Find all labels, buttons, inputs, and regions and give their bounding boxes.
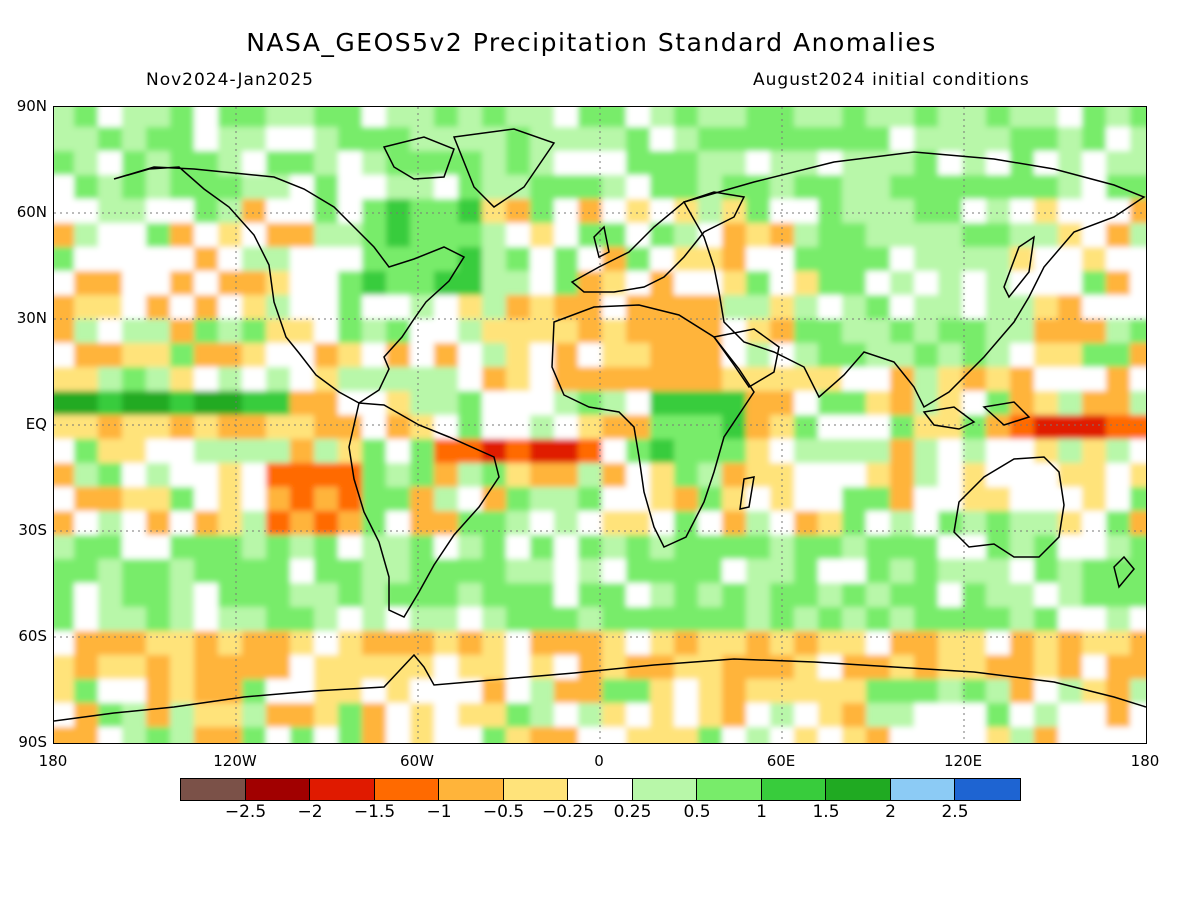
longitude-tick-label: 120W	[213, 752, 257, 770]
longitude-tick-label: 120E	[943, 752, 983, 770]
latitude-tick-label: 30S	[18, 521, 47, 539]
colorbar	[180, 778, 1021, 801]
colorbar-tick-label: −0.5	[482, 802, 525, 822]
colorbar-tick-label: −1.5	[353, 802, 396, 822]
colorbar-tick-label: −1	[426, 802, 452, 822]
colorbar-tick-label: 0.25	[613, 802, 652, 822]
map-canvas	[54, 107, 1146, 743]
latitude-tick-label: 60S	[18, 627, 47, 645]
colorbar-swatch	[181, 779, 246, 800]
anomaly-field	[54, 107, 1146, 743]
colorbar-swatch	[439, 779, 504, 800]
longitude-tick-label: 180	[1130, 752, 1160, 770]
colorbar-swatch	[503, 779, 568, 800]
colorbar-tick-label: −2	[297, 802, 323, 822]
initial-conditions: August2024 initial conditions	[753, 70, 1030, 90]
longitude-tick-label: 60W	[400, 752, 434, 770]
colorbar-tick-label: −0.25	[541, 802, 595, 822]
colorbar-swatch	[245, 779, 310, 800]
colorbar-swatch	[697, 779, 762, 800]
latitude-tick-label: 90S	[18, 733, 47, 751]
colorbar-swatch	[955, 779, 1020, 800]
latitude-tick-label: EQ	[25, 415, 47, 433]
colorbar-tick-label: 2.5	[941, 802, 969, 822]
coastlines	[54, 128, 1146, 722]
colorbar-swatch	[568, 779, 633, 800]
colorbar-swatch	[374, 779, 439, 800]
colorbar-tick-label: 1	[756, 802, 767, 822]
colorbar-tick-label: 1.5	[812, 802, 840, 822]
colorbar-tick-label: 2	[885, 802, 896, 822]
colorbar-swatch	[761, 779, 826, 800]
longitude-tick-label: 0	[594, 752, 604, 770]
latitude-tick-label: 30N	[16, 309, 47, 327]
forecast-period: Nov2024-Jan2025	[146, 70, 314, 90]
colorbar-tick-label: −2.5	[224, 802, 267, 822]
colorbar-swatch	[890, 779, 955, 800]
chart-title: NASA_GEOS5v2 Precipitation Standard Anom…	[246, 28, 937, 57]
longitude-tick-label: 60E	[766, 752, 796, 770]
latitude-tick-label: 60N	[16, 203, 47, 221]
longitude-tick-label: 180	[38, 752, 68, 770]
colorbar-tick-label: 0.5	[683, 802, 711, 822]
anomaly-cell	[1130, 727, 1146, 743]
colorbar-swatch	[632, 779, 697, 800]
precipitation-anomaly-map	[53, 106, 1147, 744]
latitude-tick-label: 90N	[16, 97, 47, 115]
colorbar-swatch	[310, 779, 375, 800]
colorbar-swatch	[826, 779, 891, 800]
